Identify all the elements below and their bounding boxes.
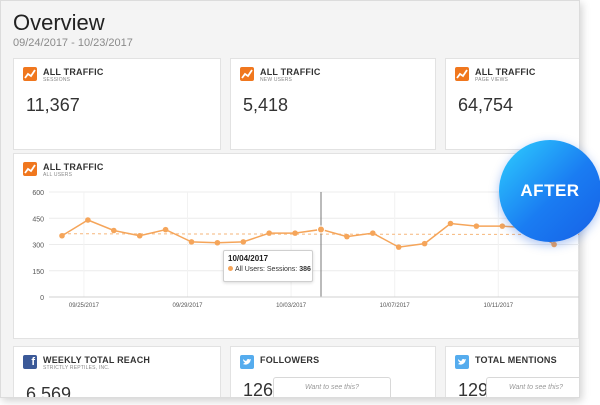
data-point: [344, 233, 350, 240]
y-tick-label: 300: [32, 243, 44, 250]
data-point: [551, 241, 557, 248]
data-point: [111, 227, 117, 234]
upgrade-prompt[interactable]: Want to see this?: [273, 377, 391, 397]
kpi-card-sessions[interactable]: ALL TRAFFIC SESSIONS 11,367: [13, 58, 221, 150]
data-point: [447, 220, 454, 227]
series-dot-icon: [228, 266, 233, 271]
google-analytics-icon: [23, 162, 37, 176]
tooltip-value: 386: [299, 266, 311, 273]
metric-value: 6,569: [26, 384, 72, 398]
x-tick-label: 10/03/2017: [276, 303, 307, 309]
badge-label: AFTER: [520, 181, 580, 200]
dashboard-frame: Overview 09/24/2017 - 10/23/2017 ALL TRA…: [0, 0, 580, 398]
x-tick-label: 09/29/2017: [172, 303, 203, 309]
data-point: [188, 239, 195, 245]
y-tick-label: 450: [32, 216, 44, 223]
metric-value: 64,754: [458, 95, 514, 115]
card-subtitle: PAGE VIEWS: [475, 77, 509, 83]
card-title: ALL TRAFFIC: [260, 67, 321, 77]
card-subtitle: NEW USERS: [260, 77, 293, 83]
facebook-icon: f: [23, 355, 37, 369]
google-analytics-icon: [23, 67, 37, 81]
data-point: [59, 232, 65, 239]
card-title: ALL TRAFFIC: [43, 162, 104, 172]
twitter-icon: [240, 355, 254, 369]
data-point: [85, 217, 91, 223]
x-tick-label: 10/11/2017: [484, 303, 514, 309]
kpi-card-page-views[interactable]: ALL TRAFFIC PAGE VIEWS 64,754: [445, 58, 579, 150]
card-title: ALL TRAFFIC: [43, 67, 104, 77]
card-weekly-reach[interactable]: f WEEKLY TOTAL REACH STRICTLY REPTILES, …: [13, 346, 221, 398]
x-tick-label: 09/25/2017: [69, 303, 100, 309]
page-title: Overview: [13, 10, 105, 35]
chart-card-all-users[interactable]: ALL TRAFFIC ALL USERS 600 450 300 150 0 09/25…: [13, 153, 579, 339]
data-point: [421, 240, 428, 247]
tooltip-label: All Users: Sessions:: [235, 266, 298, 273]
data-point: [214, 239, 221, 246]
data-point: [499, 223, 506, 229]
y-tick-label: 150: [32, 269, 44, 276]
data-point: [292, 230, 298, 236]
data-point: [395, 244, 402, 250]
y-tick-label: 0: [40, 295, 44, 302]
date-range[interactable]: 09/24/2017 - 10/23/2017: [13, 37, 133, 49]
twitter-icon: [455, 355, 469, 369]
tooltip-line: All Users: Sessions: 386: [228, 266, 311, 273]
card-title: FOLLOWERS: [260, 355, 320, 365]
card-subtitle: STRICTLY REPTILES, INC.: [43, 365, 110, 371]
data-point: [240, 239, 247, 245]
data-point: [473, 223, 480, 229]
metric-value: 11,367: [26, 95, 80, 115]
card-total-mentions[interactable]: TOTAL MENTIONS 129. Want to see this?: [445, 346, 579, 398]
card-followers[interactable]: FOLLOWERS 126. Want to see this?: [230, 346, 436, 398]
data-point: [136, 232, 143, 239]
card-title: TOTAL MENTIONS: [475, 355, 557, 365]
card-title: WEEKLY TOTAL REACH: [43, 355, 151, 365]
metric-value: 126.: [243, 380, 279, 398]
line-chart[interactable]: 600 450 300 150 0 09/25/2017 09/29/2017 10/03/2…: [14, 154, 580, 340]
upgrade-prompt[interactable]: Want to see this?: [486, 377, 579, 397]
x-tick-label: 10/07/2017: [380, 303, 411, 309]
chart-tooltip: 10/04/2017 All Users: Sessions: 386: [223, 250, 313, 282]
tooltip-date: 10/04/2017: [228, 254, 269, 263]
google-analytics-icon: [240, 67, 254, 81]
card-subtitle: ALL USERS: [43, 172, 73, 178]
metric-value: 129.: [458, 380, 494, 398]
data-point: [266, 230, 272, 236]
after-badge: AFTER: [499, 140, 600, 242]
card-title: ALL TRAFFIC: [475, 67, 536, 77]
data-point: [317, 225, 325, 234]
data-point: [162, 226, 169, 233]
y-tick-label: 600: [32, 190, 44, 197]
google-analytics-icon: [455, 67, 469, 81]
series-line: [61, 219, 555, 248]
data-point: [370, 230, 376, 236]
metric-value: 5,418: [243, 95, 289, 115]
kpi-card-new-users[interactable]: ALL TRAFFIC NEW USERS 5,418: [230, 58, 436, 150]
card-subtitle: SESSIONS: [43, 77, 71, 83]
